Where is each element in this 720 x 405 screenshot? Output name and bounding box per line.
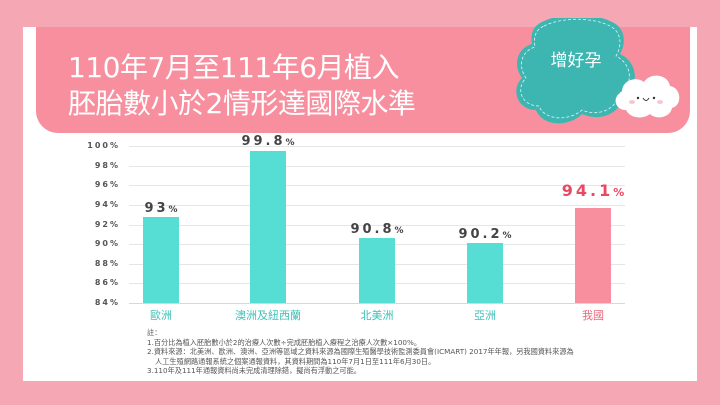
value-label-north-america: 90.8% — [350, 222, 404, 237]
value-label-australia-nz: 99.8% — [241, 134, 295, 149]
y-tick-label: 100% — [87, 141, 120, 150]
footnote-heading: 註： — [147, 328, 162, 337]
gridline — [129, 205, 625, 206]
badge-label: 增好孕 — [550, 51, 602, 71]
gridline — [129, 166, 625, 167]
title-line-1: 110年7月至111年6月植入 — [68, 51, 400, 84]
category-label-australia-nz: 澳洲及紐西蘭 — [235, 309, 301, 322]
y-tick-label: 96% — [94, 180, 120, 189]
footnote-item: 人工生殖網路通報系統之個案通報資料，其資料期間為110年7月1日至111年6月3… — [155, 356, 436, 366]
category-label-europe: 歐洲 — [150, 309, 172, 322]
y-tick-label: 98% — [94, 161, 120, 170]
category-label-taiwan: 我國 — [582, 309, 604, 322]
bar-europe — [143, 217, 179, 303]
cloud-badge-icon — [516, 18, 635, 124]
gridline — [129, 225, 625, 226]
value-label-taiwan: 94.1% — [561, 181, 625, 200]
y-tick-label: 86% — [94, 278, 120, 287]
y-tick-label: 92% — [94, 220, 120, 229]
category-label-asia: 亞洲 — [474, 309, 496, 322]
bar-asia — [467, 243, 503, 303]
footnote-item: 1.百分比為植入胚胎數小於2的治療人次數÷完成胚胎植入療程之治療人次數×100%… — [147, 337, 422, 347]
y-tick-label: 88% — [94, 259, 120, 268]
x-axis-line — [129, 303, 625, 304]
y-tick-label: 90% — [94, 239, 120, 248]
page-title: 110年7月至111年6月植入 胚胎數小於2情形達國際水準 — [68, 50, 416, 122]
title-line-2: 胚胎數小於2情形達國際水準 — [68, 87, 416, 120]
footnotes: 註： 1.百分比為植入胚胎數小於2的治療人次數÷完成胚胎植入療程之治療人次數×1… — [147, 328, 574, 376]
footnote-item: 3.110年及111年通報資料尚未完成清理除錯，擬尚有浮動之可能。 — [147, 366, 361, 376]
gridline — [129, 146, 625, 147]
y-tick-label: 84% — [94, 298, 120, 307]
bar-taiwan — [575, 208, 611, 303]
value-label-asia: 90.2% — [458, 227, 512, 242]
footnote-item: 2.資料來源：北美洲、歐洲、澳洲、亞洲等區域之資料來源為國際生殖醫學技術監測委員… — [147, 347, 574, 357]
category-label-north-america: 北美洲 — [360, 309, 394, 322]
smiling-cloud-icon — [615, 75, 680, 118]
gridline — [129, 185, 625, 186]
bar-australia-nz — [250, 151, 286, 303]
bar-north-america — [359, 238, 395, 303]
y-tick-label: 94% — [94, 200, 120, 209]
value-label-europe: 93% — [144, 201, 178, 216]
